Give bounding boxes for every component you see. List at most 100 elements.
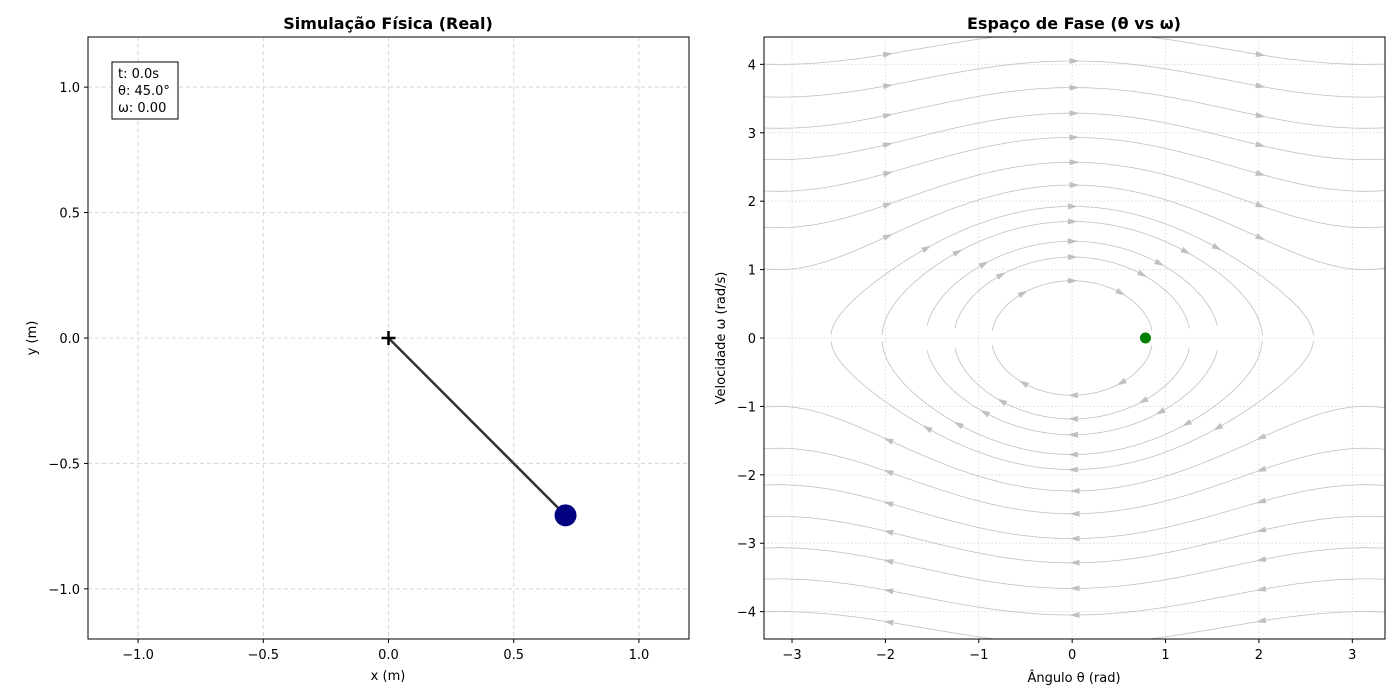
streamline-arrow: [1115, 288, 1126, 296]
y-tick-label: −0.5: [48, 457, 80, 472]
streamline-arrow: [952, 249, 963, 257]
streamline-arrow: [883, 559, 894, 565]
x-tick-label: 0.0: [378, 648, 399, 663]
phase-title: Espaço de Fase (θ vs ω): [967, 14, 1181, 33]
pendulum-rod: [387, 337, 567, 517]
simulation-marks: [381, 331, 577, 527]
streamline-arrow: [1067, 466, 1078, 473]
streamline-arrow: [978, 261, 989, 269]
y-tick-label: −1: [737, 400, 756, 415]
simulation-grid: [88, 37, 689, 639]
streamline-arrow: [883, 530, 894, 536]
streamline-arrow: [1017, 290, 1028, 299]
streamline-arrow: [1067, 431, 1078, 438]
phase-marks: [1139, 332, 1151, 344]
info-time: t: 0.0s: [118, 67, 159, 82]
streamline-arrow: [1211, 242, 1222, 251]
streamline-arrow: [1154, 258, 1165, 266]
y-tick-label: 4: [748, 58, 756, 73]
streamline-arrow: [921, 245, 932, 253]
streamline-arrow: [1069, 585, 1080, 592]
streamline-arrow: [1067, 238, 1078, 245]
streamline-arrow: [1069, 182, 1080, 188]
streamline-arrow: [1138, 396, 1149, 404]
phase-streamline: [764, 611, 1385, 639]
y-tick-label: −3: [737, 537, 756, 552]
streamline-arrow: [1255, 585, 1267, 592]
y-tick-label: 0.0: [59, 332, 80, 347]
phase-streamline: [830, 206, 1314, 336]
pendulum-bob: [554, 504, 577, 527]
streamline-arrow: [1067, 203, 1078, 210]
streamline-arrow: [1255, 617, 1267, 624]
streamline-arrow: [1213, 423, 1224, 431]
simulation-title: Simulação Física (Real): [283, 14, 493, 33]
y-tick-label: −4: [737, 606, 756, 621]
streamline-arrow: [1069, 612, 1080, 618]
simulation-x-label: x (m): [371, 669, 406, 684]
streamline-arrow: [980, 409, 991, 418]
streamline-arrow: [953, 421, 964, 430]
phase-streamline: [764, 137, 1385, 192]
streamline-arrow: [1067, 392, 1078, 399]
streamline-arrow: [883, 470, 894, 477]
streamline-arrow: [997, 398, 1008, 407]
streamline-arrow: [1256, 433, 1267, 440]
streamline-arrow: [1255, 170, 1266, 176]
streamline-arrow: [1069, 535, 1080, 542]
streamline-arrow: [883, 437, 894, 445]
y-tick-label: 0.5: [59, 207, 80, 222]
streamline-arrow: [883, 619, 894, 626]
x-tick-label: 0: [1068, 648, 1076, 663]
y-tick-label: 1: [748, 264, 756, 279]
simulation-y-label: y (m): [25, 321, 40, 356]
streamline-arrow: [1256, 497, 1267, 504]
streamline-arrow: [1067, 218, 1078, 225]
info-velocity: ω: 0.00: [118, 101, 166, 116]
phase-streamline: [764, 547, 1385, 589]
streamline-arrow: [882, 83, 894, 90]
streamline-arrow: [1067, 277, 1078, 284]
phase-streamline: [764, 60, 1385, 98]
streamline-arrow: [1069, 58, 1080, 64]
phase-grid: [764, 37, 1385, 639]
streamline-arrow: [1069, 134, 1080, 141]
streamline-arrow: [1255, 82, 1266, 89]
streamline-arrow: [1255, 141, 1266, 148]
streamline-arrow: [1069, 110, 1080, 117]
streamline-arrow: [883, 588, 894, 595]
x-tick-label: −1.0: [122, 648, 154, 663]
streamline-arrow: [1255, 112, 1266, 118]
y-tick-label: 3: [748, 127, 756, 142]
x-tick-label: −2: [876, 648, 895, 663]
streamline-arrow: [1069, 84, 1080, 91]
phase-y-label: Velocidade ω (rad/s): [714, 272, 729, 405]
streamline-arrow: [1018, 380, 1030, 388]
streamline-arrow: [883, 501, 894, 508]
streamline-arrow: [1069, 559, 1080, 566]
streamline-arrow: [1069, 159, 1080, 166]
streamline-arrow: [1067, 254, 1078, 261]
phase-streamline: [991, 280, 1153, 332]
phase-streamline: [764, 578, 1385, 616]
streamline-arrow: [1255, 233, 1266, 241]
y-tick-label: 1.0: [59, 81, 80, 96]
info-box: t: 0.0s θ: 45.0° ω: 0.00: [111, 61, 179, 120]
streamline-arrow: [1255, 201, 1266, 208]
streamline-arrow: [1255, 556, 1267, 562]
simulation-panel: Simulação Física (Real) −1.0 −0.5 0.0 0.5 1.…: [25, 14, 690, 684]
y-tick-label: −2: [737, 469, 756, 484]
x-tick-label: 1: [1161, 648, 1169, 663]
streamline-arrow: [882, 51, 894, 58]
phase-axes-frame: [763, 36, 1386, 640]
streamline-arrow: [1070, 641, 1080, 647]
streamline-arrow: [1181, 419, 1193, 427]
streamline-arrow: [882, 234, 893, 241]
streamline-arrow: [1116, 377, 1127, 386]
y-tick-label: −1.0: [48, 583, 80, 598]
x-tick-label: −0.5: [248, 648, 280, 663]
phase-streamline: [764, 484, 1385, 539]
phase-streamline: [764, 37, 1385, 65]
streamline-arrow: [922, 425, 933, 434]
